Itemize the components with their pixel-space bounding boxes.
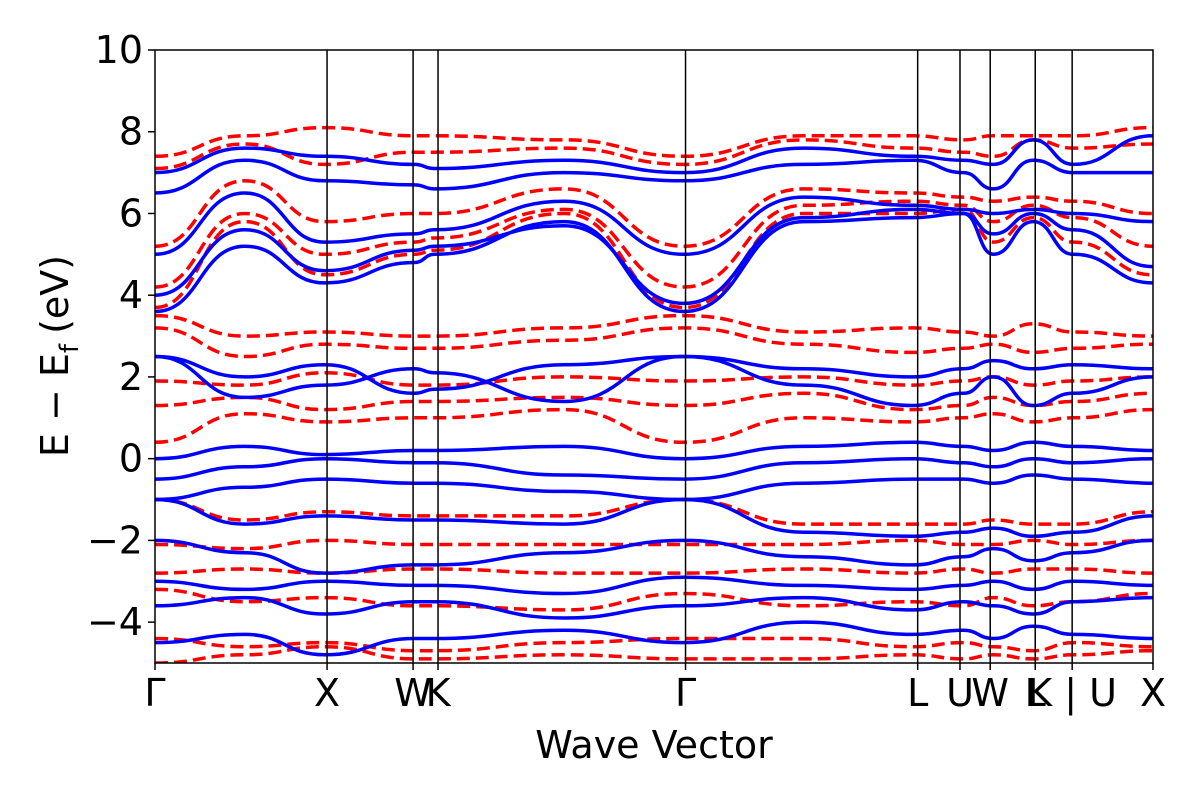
y-tick-label-5: 6 [119,191,143,235]
spin-down-band-5 [155,313,1153,338]
kpoint-lines [326,50,1073,663]
y-axis-label: E − Ef (eV) [33,255,85,457]
x-tick-label-7: W [971,671,1009,715]
spin-down-band-14 [155,636,1153,653]
y-axis-label-unit: (eV) [33,255,77,334]
y-axis-label-subscript: f [55,343,85,353]
spin-down-band-7 [155,371,1153,387]
x-tick-label-6: U [946,671,974,715]
spin-down-band-4 [155,125,1153,159]
spin-down-band-9 [155,407,1153,445]
x-tick-label-2: W [394,671,432,715]
spin-up-band-17 [155,207,1153,306]
spin-up-band-24 [155,456,1153,481]
spin-up-band-30 [155,620,1153,657]
x-tick-label-1: X [314,671,340,715]
y-tick-label-1: −2 [87,518,143,562]
x-tick-label-10: X [1140,671,1166,715]
x-tick-label-9: K | U [1027,671,1117,716]
y-tick-label-4: 4 [119,273,143,317]
x-tick-label-8: L [1025,671,1046,715]
y-tick-label-7: 10 [95,28,143,72]
spin-down-band-8 [155,391,1153,412]
spin-down-band-15 [155,644,1153,663]
spin-up-band-29 [155,595,1153,620]
x-axis-label: Wave Vector [535,723,773,767]
spin-up-band-22 [155,354,1153,396]
y-tick-label-0: −4 [87,600,143,644]
spin-up-band-18 [155,191,1153,257]
x-tick-label-0: Γ [144,671,165,715]
y-axis-label-main: E − E [33,353,77,457]
spin-up-band-27 [155,538,1153,575]
spin-down-band-0 [155,207,1153,310]
spin-up-band-19 [155,158,1153,195]
spin-up-band-28 [155,575,1153,596]
spin-down-band-13 [155,587,1153,612]
spin-up-band-20 [155,134,1153,175]
y-tick-label-3: 2 [119,355,143,399]
x-tick-label-5: L [907,671,928,715]
spin-down-band-6 [155,326,1153,359]
spin-up-band-16 [155,211,1153,314]
y-tick-label-6: 8 [119,110,143,154]
band-lines [155,125,1153,663]
plot-frame [154,49,1154,664]
spin-down-band-2 [155,179,1153,248]
spin-up-band-26 [155,497,1153,539]
x-tick-label-4: Γ [675,671,696,715]
spin-down-band-3 [155,138,1153,171]
x-tick-label-3: K [426,671,452,715]
y-axis-ticks: −4 −2 0 2 4 6 8 10 [87,28,155,644]
y-tick-label-2: 0 [119,437,143,481]
spin-up-band-23 [155,440,1153,461]
